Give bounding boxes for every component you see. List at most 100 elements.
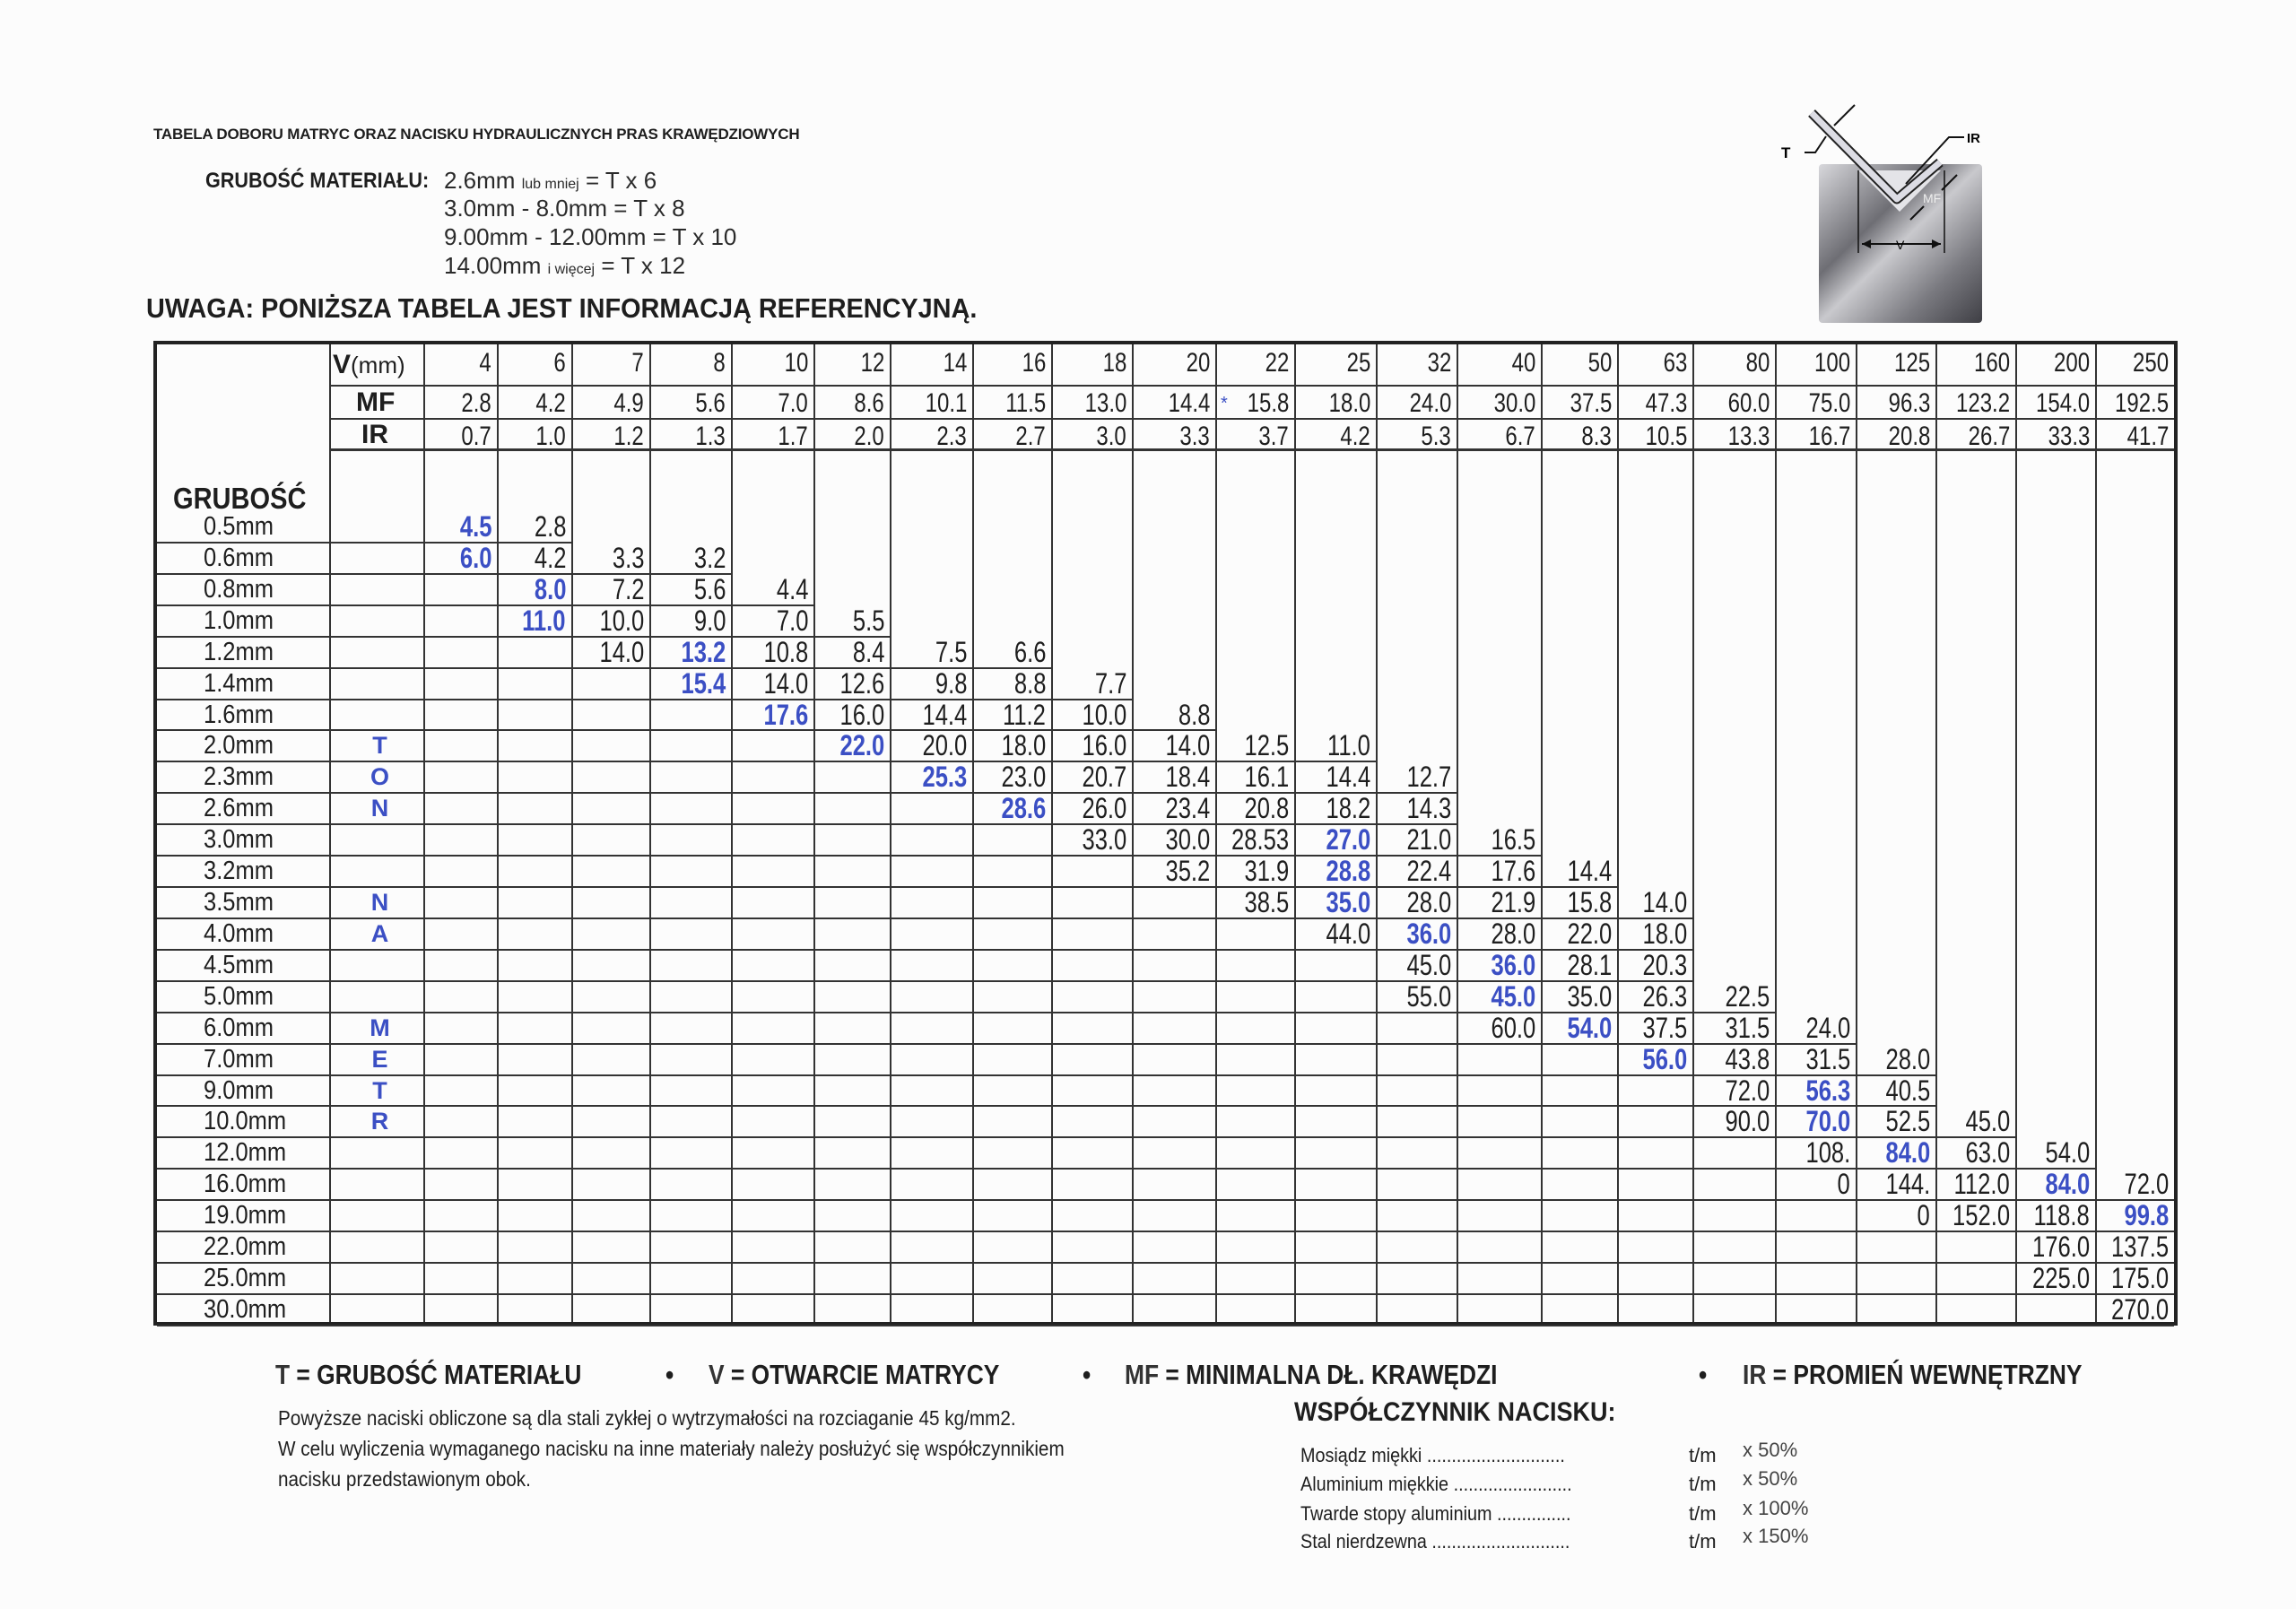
row-divider [157,572,731,575]
row-divider [157,1074,1935,1076]
header-mf-cell: 75.0 [1808,388,1850,418]
header-mf-cell: 11.5 [1005,388,1046,418]
thickness-label: 2.6mm [204,794,274,823]
pressure-cell: 7.5 [935,635,967,668]
thickness-label: 0.8mm [204,574,274,604]
header-ir-cell: 16.7 [1808,422,1850,451]
pressure-cell: 176.0 [2031,1231,2090,1264]
row-divider [157,1231,2174,1233]
thickness-rule: 9.00mm - 12.00mm = T x 10 [444,223,737,250]
thickness-label: 5.0mm [204,981,274,1011]
column-divider [1541,344,1543,1322]
coefficient-unit: t/m [1689,1530,1717,1552]
pressure-cell: 7.7 [1094,666,1126,700]
column-divider [1856,344,1857,1322]
pressure-cell: 20.0 [922,729,967,762]
thickness-label: 25.0mm [204,1264,287,1293]
column-divider [2095,344,2097,1322]
pressure-cell: 13.2 [681,635,726,668]
pressure-cell: 36.0 [1491,948,1535,981]
coefficient-factor: x 100% [1743,1497,1809,1519]
pressure-cell: 44.0 [1326,917,1370,950]
pressure-cell: 0 [1917,1199,1930,1232]
pressure-cell: 10.0 [599,604,644,637]
pressure-cell: 22.0 [839,729,884,762]
pressure-cell: 225.0 [2031,1262,2090,1295]
pressure-cell: 36.0 [1406,917,1451,950]
row-divider [157,1293,2174,1295]
header-ir-cell: 3.0 [1096,422,1126,451]
header-ir-cell: 2.0 [854,422,884,451]
column-divider [972,344,974,1322]
pressure-cell: 56.3 [1805,1074,1850,1107]
pressure-cell: 54.0 [2045,1136,2090,1170]
mf-marker-icon: * [1221,394,1228,413]
pressure-cell: 18.4 [1165,761,1210,794]
row-divider [157,666,1051,669]
material-thickness-label: GRUBOŚĆ MATERIAŁU: [205,169,430,193]
header-mf-cell: 13.0 [1084,388,1126,418]
thickness-label: 16.0mm [204,1170,287,1199]
pressure-cell: 28.8 [1326,855,1370,888]
pressure-cell: 16.0 [839,698,884,731]
header-mf-cell: 14.4 [1168,388,1210,418]
column-divider [571,344,573,1322]
pressure-cell: 16.0 [1082,729,1126,762]
thickness-label: 4.0mm [204,918,274,948]
pressure-cell: 9.0 [693,604,726,637]
pressure-cell: 8.8 [1178,698,1210,731]
document-title: TABELA DOBORU MATRYC ORAZ NACISKU HYDRAU… [153,126,800,143]
pressure-cell: 118.8 [2033,1199,2090,1232]
coefficient-unit: t/m [1689,1502,1717,1525]
header-mf-cell: 4.9 [613,388,644,418]
die-selection-table: GRUBOŚĆ V(mm) MF IR 4 6 7 8 10 12 14 16 18 20 22 25 32 4… [153,341,2178,1326]
column-divider [1935,344,1937,1322]
row-divider [157,635,890,638]
ton-letter: O [370,763,389,791]
pressure-cell: 17.6 [1491,855,1535,888]
header-mf-cell: 24.0 [1409,388,1451,418]
ton-letter: E [371,1045,388,1073]
column-divider [2015,344,2017,1322]
legend-item-mf: MF = MINIMALNA DŁ. KRAWĘDZI [1125,1359,1498,1390]
row-divider [157,823,1457,826]
header-ir-cell: 26.7 [1968,422,2010,451]
pressure-cell: 72.0 [1725,1074,1770,1107]
header-v-cell: 14 [943,348,967,378]
header-mf-cell: 4.2 [535,388,566,418]
pressure-cell: 14.4 [1326,761,1370,794]
header-v-cell: 250 [2132,348,2169,378]
pressure-cell: 99.8 [2124,1199,2169,1232]
pressure-cell: 28.0 [1885,1042,1930,1075]
pressure-cell: 6.6 [1013,635,1046,668]
row-divider [157,1324,2174,1326]
pressure-cell: 0 [1837,1168,1850,1201]
header-ir-cell: 0.7 [461,422,491,451]
pressure-cell: 37.5 [1642,1011,1687,1044]
pressure-cell: 25.3 [922,761,967,794]
header-ir-cell: 1.7 [778,422,808,451]
thickness-label: 6.0mm [204,1013,274,1042]
header-v-cell: 25 [1346,348,1370,378]
pressure-cell: 28.0 [1491,917,1535,950]
thickness-label: 2.0mm [204,731,274,761]
header-mf-cell: 2.8 [461,388,491,418]
pressure-cell: 28.0 [1406,886,1451,919]
pressure-cell: 12.5 [1244,729,1289,762]
header-ir-cell: 10.5 [1645,422,1687,451]
header-mf-cell: 18.0 [1328,388,1370,418]
header-v-cell: 100 [1813,348,1850,378]
pressure-cell: 3.2 [693,541,726,574]
ir-header-label: IR [361,420,388,449]
pressure-cell: 22.0 [1567,917,1612,950]
header-divider [329,418,2174,420]
pressure-cell: 10.8 [763,635,808,668]
pressure-cell: 35.2 [1165,855,1210,888]
coefficient-material: Stal nierdzewna ........................… [1300,1530,1570,1552]
pressure-cell: 152.0 [1952,1199,2010,1232]
header-mf-cell: 60.0 [1727,388,1770,418]
ton-letter: A [370,919,389,947]
pressure-cell: 28.6 [1001,792,1046,825]
header-v-cell: 10 [784,348,808,378]
pressure-cell: 9.8 [935,666,967,700]
